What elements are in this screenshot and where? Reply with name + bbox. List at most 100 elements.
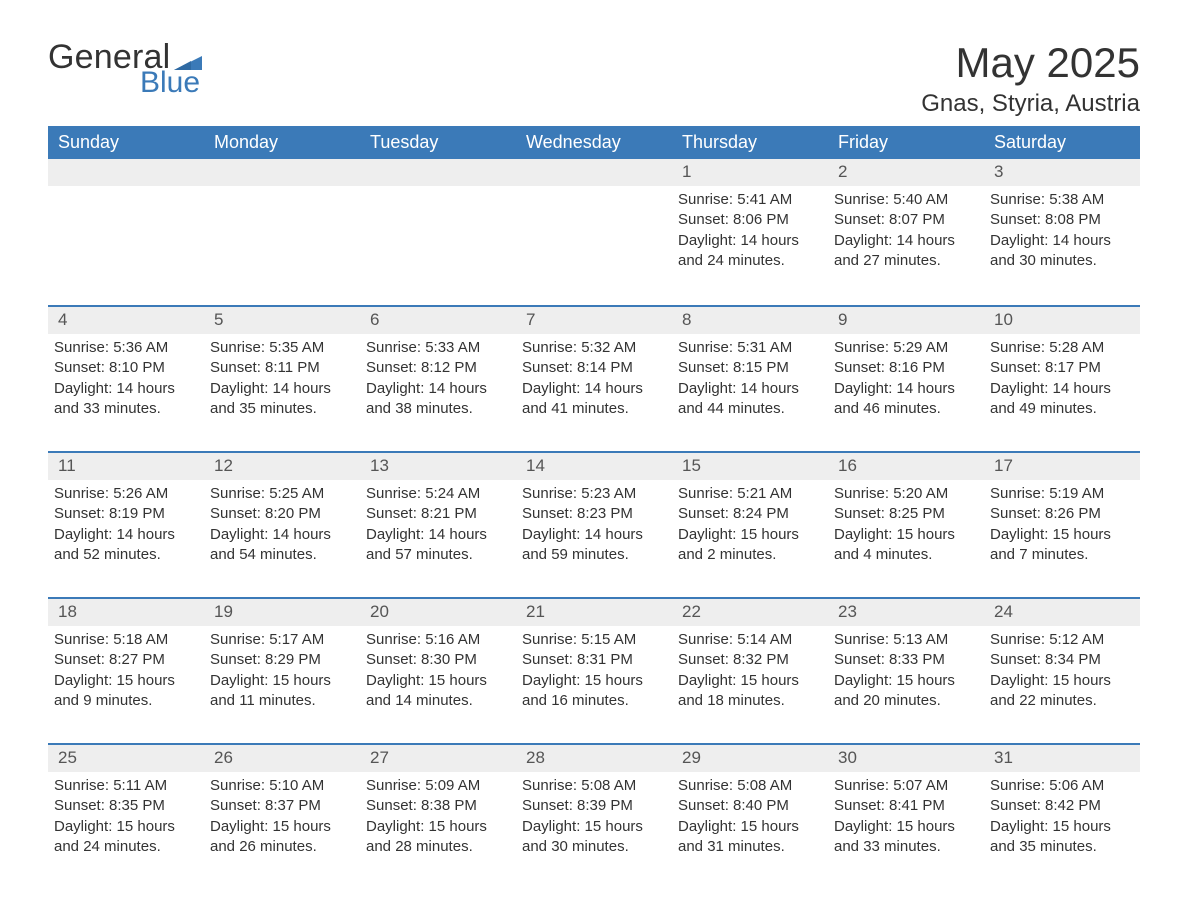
week-row: 1Sunrise: 5:41 AMSunset: 8:06 PMDaylight…	[48, 159, 1140, 287]
daylight-text: Daylight: 15 hours and 28 minutes.	[366, 817, 510, 858]
sunset-text: Sunset: 8:17 PM	[990, 358, 1134, 378]
day-cell: 19Sunrise: 5:17 AMSunset: 8:29 PMDayligh…	[204, 599, 360, 725]
sunrise-text: Sunrise: 5:21 AM	[678, 484, 822, 504]
day-cell: 23Sunrise: 5:13 AMSunset: 8:33 PMDayligh…	[828, 599, 984, 725]
daylight-text: Daylight: 15 hours and 31 minutes.	[678, 817, 822, 858]
daylight-text: Daylight: 15 hours and 24 minutes.	[54, 817, 198, 858]
daylight-text: Daylight: 15 hours and 18 minutes.	[678, 671, 822, 712]
sunrise-text: Sunrise: 5:29 AM	[834, 338, 978, 358]
day-number: 16	[828, 453, 984, 480]
day-number: 13	[360, 453, 516, 480]
day-cell-empty	[516, 159, 672, 287]
day-number	[360, 159, 516, 186]
day-number: 2	[828, 159, 984, 186]
day-cell: 11Sunrise: 5:26 AMSunset: 8:19 PMDayligh…	[48, 453, 204, 579]
daylight-text: Daylight: 14 hours and 30 minutes.	[990, 231, 1134, 272]
sunset-text: Sunset: 8:06 PM	[678, 210, 822, 230]
day-cell: 15Sunrise: 5:21 AMSunset: 8:24 PMDayligh…	[672, 453, 828, 579]
day-number: 9	[828, 307, 984, 334]
day-number: 26	[204, 745, 360, 772]
page-subtitle: Gnas, Styria, Austria	[921, 90, 1140, 118]
daylight-text: Daylight: 15 hours and 9 minutes.	[54, 671, 198, 712]
day-number	[204, 159, 360, 186]
day-cell: 17Sunrise: 5:19 AMSunset: 8:26 PMDayligh…	[984, 453, 1140, 579]
sunset-text: Sunset: 8:35 PM	[54, 796, 198, 816]
sunset-text: Sunset: 8:26 PM	[990, 504, 1134, 524]
day-cell: 24 Sunrise: 5:12 AMSunset: 8:34 PMDayligh…	[984, 599, 1140, 725]
sunset-text: Sunset: 8:38 PM	[366, 796, 510, 816]
day-cell: 3Sunrise: 5:38 AMSunset: 8:08 PMDaylight…	[984, 159, 1140, 287]
daylight-text: Daylight: 15 hours and 4 minutes.	[834, 525, 978, 566]
daylight-text: Daylight: 15 hours and 16 minutes.	[522, 671, 666, 712]
sunrise-text: Sunrise: 5:24 AM	[366, 484, 510, 504]
daylight-text: Daylight: 14 hours and 49 minutes.	[990, 379, 1134, 420]
sunrise-text: Sunrise: 5:11 AM	[54, 776, 198, 796]
sunrise-text: Sunrise: 5:12 AM	[990, 630, 1134, 650]
day-cell-empty	[204, 159, 360, 287]
day-cell: 25 Sunrise: 5:11 AMSunset: 8:35 PMDayligh…	[48, 745, 204, 871]
daylight-text: Daylight: 14 hours and 33 minutes.	[54, 379, 198, 420]
day-cell: 22Sunrise: 5:14 AMSunset: 8:32 PMDayligh…	[672, 599, 828, 725]
day-number: 25	[48, 745, 204, 772]
sunset-text: Sunset: 8:12 PM	[366, 358, 510, 378]
day-cell: 4Sunrise: 5:36 AMSunset: 8:10 PMDaylight…	[48, 307, 204, 433]
sunset-text: Sunset: 8:08 PM	[990, 210, 1134, 230]
sunset-text: Sunset: 8:29 PM	[210, 650, 354, 670]
sunrise-text: Sunrise: 5:20 AM	[834, 484, 978, 504]
daylight-text: Daylight: 14 hours and 44 minutes.	[678, 379, 822, 420]
day-cell: 16 Sunrise: 5:20 AMSunset: 8:25 PMDayligh…	[828, 453, 984, 579]
day-cell: 12Sunrise: 5:25 AMSunset: 8:20 PMDayligh…	[204, 453, 360, 579]
day-cell: 8Sunrise: 5:31 AMSunset: 8:15 PMDaylight…	[672, 307, 828, 433]
sunrise-text: Sunrise: 5:31 AM	[678, 338, 822, 358]
day-number: 11	[48, 453, 204, 480]
sunrise-text: Sunrise: 5:13 AM	[834, 630, 978, 650]
day-cell: 26Sunrise: 5:10 AMSunset: 8:37 PMDayligh…	[204, 745, 360, 871]
day-number	[516, 159, 672, 186]
day-number: 30	[828, 745, 984, 772]
dow-monday: Monday	[204, 126, 360, 159]
day-number: 31	[984, 745, 1140, 772]
daylight-text: Daylight: 14 hours and 59 minutes.	[522, 525, 666, 566]
sunrise-text: Sunrise: 5:08 AM	[522, 776, 666, 796]
daylight-text: Daylight: 15 hours and 33 minutes.	[834, 817, 978, 858]
sunrise-text: Sunrise: 5:23 AM	[522, 484, 666, 504]
sunset-text: Sunset: 8:34 PM	[990, 650, 1134, 670]
calendar: Sunday Monday Tuesday Wednesday Thursday…	[48, 126, 1140, 871]
sunrise-text: Sunrise: 5:28 AM	[990, 338, 1134, 358]
page: General Blue May 2025 Gnas, Styria, Aust…	[0, 0, 1188, 891]
sunrise-text: Sunrise: 5:35 AM	[210, 338, 354, 358]
day-number: 28	[516, 745, 672, 772]
day-number: 5	[204, 307, 360, 334]
day-of-week-header: Sunday Monday Tuesday Wednesday Thursday…	[48, 126, 1140, 159]
day-number: 20	[360, 599, 516, 626]
day-cell: 2Sunrise: 5:40 AMSunset: 8:07 PMDaylight…	[828, 159, 984, 287]
sunrise-text: Sunrise: 5:33 AM	[366, 338, 510, 358]
daylight-text: Daylight: 14 hours and 46 minutes.	[834, 379, 978, 420]
dow-tuesday: Tuesday	[360, 126, 516, 159]
day-cell: 27Sunrise: 5:09 AMSunset: 8:38 PMDayligh…	[360, 745, 516, 871]
sunset-text: Sunset: 8:37 PM	[210, 796, 354, 816]
week-row: 18Sunrise: 5:18 AMSunset: 8:27 PMDayligh…	[48, 597, 1140, 725]
day-number: 7	[516, 307, 672, 334]
day-number: 23	[828, 599, 984, 626]
sunset-text: Sunset: 8:31 PM	[522, 650, 666, 670]
daylight-text: Daylight: 15 hours and 22 minutes.	[990, 671, 1134, 712]
sunrise-text: Sunrise: 5:14 AM	[678, 630, 822, 650]
daylight-text: Daylight: 14 hours and 41 minutes.	[522, 379, 666, 420]
day-number: 6	[360, 307, 516, 334]
sunrise-text: Sunrise: 5:19 AM	[990, 484, 1134, 504]
day-number: 8	[672, 307, 828, 334]
sunset-text: Sunset: 8:14 PM	[522, 358, 666, 378]
sunset-text: Sunset: 8:16 PM	[834, 358, 978, 378]
daylight-text: Daylight: 15 hours and 14 minutes.	[366, 671, 510, 712]
day-cell: 5Sunrise: 5:35 AMSunset: 8:11 PMDaylight…	[204, 307, 360, 433]
sunset-text: Sunset: 8:27 PM	[54, 650, 198, 670]
day-number: 1	[672, 159, 828, 186]
sunrise-text: Sunrise: 5:18 AM	[54, 630, 198, 650]
sunset-text: Sunset: 8:30 PM	[366, 650, 510, 670]
header: General Blue May 2025 Gnas, Styria, Aust…	[48, 40, 1140, 118]
brand-word-2: Blue	[140, 68, 202, 98]
daylight-text: Daylight: 15 hours and 26 minutes.	[210, 817, 354, 858]
sunset-text: Sunset: 8:25 PM	[834, 504, 978, 524]
day-number: 24	[984, 599, 1140, 626]
